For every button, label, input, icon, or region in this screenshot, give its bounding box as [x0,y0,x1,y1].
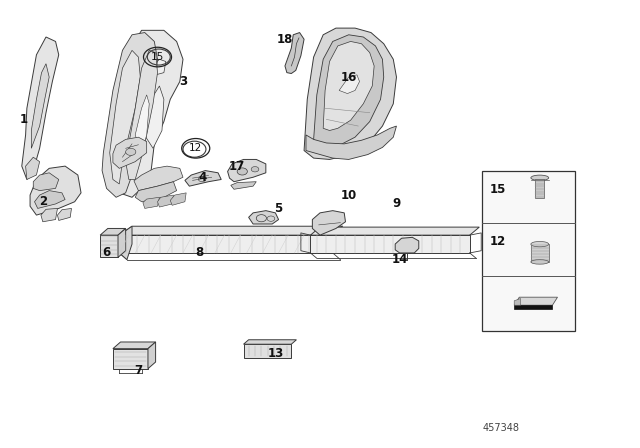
Text: 7: 7 [134,364,143,377]
Text: 5: 5 [275,202,283,215]
Polygon shape [170,193,186,205]
Polygon shape [244,344,291,358]
Polygon shape [35,190,65,208]
Ellipse shape [531,241,548,247]
Polygon shape [119,226,342,235]
Polygon shape [125,50,157,180]
Polygon shape [58,208,72,220]
Text: 3: 3 [179,75,187,88]
Polygon shape [248,211,278,224]
Circle shape [251,167,259,172]
Polygon shape [151,59,166,75]
Circle shape [125,148,136,155]
Text: 6: 6 [102,246,111,259]
Polygon shape [231,182,256,189]
Polygon shape [100,235,118,258]
Bar [531,244,548,262]
Polygon shape [119,235,333,253]
Polygon shape [312,211,346,235]
Ellipse shape [531,260,548,264]
Circle shape [237,168,247,175]
Polygon shape [113,137,147,168]
Text: 12: 12 [490,235,506,248]
Polygon shape [395,237,419,253]
Polygon shape [100,228,125,235]
Text: 15: 15 [490,183,506,196]
Polygon shape [113,349,148,369]
Polygon shape [148,342,156,369]
Polygon shape [314,35,384,148]
Polygon shape [244,340,296,344]
Text: 14: 14 [392,253,408,266]
Polygon shape [306,126,396,159]
Polygon shape [118,228,125,258]
Polygon shape [113,30,183,197]
Text: 9: 9 [392,198,401,211]
Polygon shape [304,28,396,159]
Polygon shape [514,305,552,309]
Bar [535,179,544,198]
Polygon shape [30,166,81,215]
Polygon shape [141,86,164,148]
Text: 15: 15 [151,52,164,62]
Polygon shape [33,173,59,190]
Polygon shape [102,33,157,197]
Text: 1: 1 [20,113,28,126]
Polygon shape [135,182,177,202]
Polygon shape [310,227,479,235]
Polygon shape [26,157,40,180]
Polygon shape [113,342,156,349]
Text: 13: 13 [268,347,284,360]
Polygon shape [31,64,49,148]
Polygon shape [109,50,140,184]
Text: 2: 2 [39,195,47,208]
Text: 18: 18 [276,33,293,46]
Text: 16: 16 [340,71,357,84]
Polygon shape [22,37,59,180]
Text: 12: 12 [189,143,202,153]
Ellipse shape [531,175,548,181]
Text: 8: 8 [195,246,203,259]
Polygon shape [323,42,374,130]
Polygon shape [135,95,149,153]
Text: 457348: 457348 [483,423,520,433]
Polygon shape [157,195,173,207]
Text: 4: 4 [198,171,206,184]
Polygon shape [339,75,360,94]
Polygon shape [514,298,520,305]
Polygon shape [514,297,557,305]
Text: 10: 10 [340,189,357,202]
Polygon shape [134,166,183,190]
Polygon shape [285,33,304,73]
Polygon shape [41,208,58,222]
Text: 17: 17 [229,159,245,172]
Polygon shape [143,197,159,208]
Polygon shape [119,226,132,260]
Polygon shape [310,235,470,253]
Polygon shape [185,171,221,186]
Polygon shape [228,159,266,182]
Bar [483,171,575,331]
